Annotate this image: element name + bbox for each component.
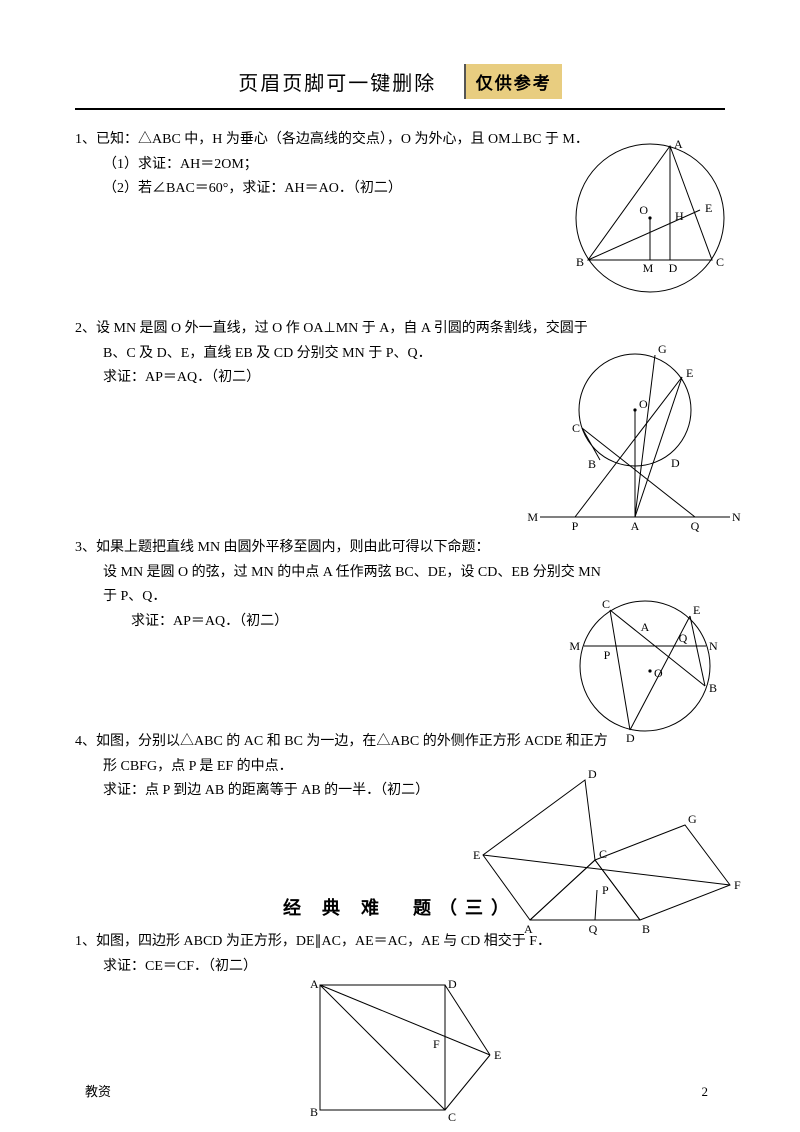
svg-text:C: C [599, 847, 607, 861]
p4-l1: 如图，分别以△ABC 的 AC 和 BC 为一边，在△ABC 的外侧作正方形 A… [96, 734, 608, 749]
header-badge: 仅供参考 [464, 64, 562, 99]
header-title: 页眉页脚可一键删除 [238, 67, 436, 96]
svg-text:N: N [732, 510, 741, 524]
svg-text:F: F [734, 878, 741, 892]
svg-text:E: E [686, 366, 693, 380]
footer-left: 教资 [85, 1081, 111, 1100]
p2-l1: 设 MN 是圆 O 外一直线，过 O 作 OA⊥MN 于 A，自 A 引圆的两条… [96, 321, 588, 336]
svg-text:P: P [602, 883, 609, 897]
figure-4: ABCQPDEGF [475, 770, 745, 940]
svg-text:P: P [572, 519, 579, 533]
p1-l1: 已知：△ABC 中，H 为垂心（各边高线的交点），O 为外心，且 OM⊥BC 于… [96, 132, 589, 147]
svg-text:P: P [604, 648, 611, 662]
svg-text:O: O [639, 397, 648, 411]
svg-text:N: N [709, 639, 718, 653]
svg-text:D: D [671, 456, 680, 470]
problem-3: 3、如果上题把直线 MN 由圆外平移至圆内，则由此可得以下命题： 设 MN 是圆… [75, 536, 725, 706]
svg-text:D: D [669, 261, 678, 275]
svg-text:B: B [310, 1105, 318, 1119]
svg-text:B: B [588, 457, 596, 471]
figure-1: A B C O M D H E [570, 138, 735, 298]
p3-num: 3、 [75, 540, 96, 555]
figure-2: MNAPQGECBDO [540, 342, 735, 532]
page: 页眉页脚可一键删除 仅供参考 1、已知：△ABC 中，H 为垂心（各边高线的交点… [0, 0, 800, 1132]
svg-text:E: E [494, 1048, 501, 1062]
figure-3: MNAPQCEBDO [555, 586, 735, 744]
svg-text:O: O [639, 203, 648, 217]
svg-text:O: O [654, 666, 663, 680]
svg-text:G: G [658, 342, 667, 356]
figure-5: A D B C E F [300, 975, 510, 1125]
problem-1: 1、已知：△ABC 中，H 为垂心（各边高线的交点），O 为外心，且 OM⊥BC… [75, 128, 725, 293]
svg-text:D: D [588, 767, 597, 781]
svg-text:C: C [572, 421, 580, 435]
svg-text:C: C [716, 255, 724, 269]
svg-text:E: E [705, 201, 712, 215]
svg-text:M: M [569, 639, 580, 653]
s3p1-l1: 如图，四边形 ABCD 为正方形，DE∥AC，AE＝AC，AE 与 CD 相交于… [96, 934, 551, 949]
svg-text:E: E [473, 848, 480, 862]
svg-text:C: C [602, 597, 610, 611]
svg-text:A: A [674, 137, 683, 151]
svg-text:Q: Q [691, 519, 700, 533]
svg-text:M: M [527, 510, 538, 524]
p3-l1: 如果上题把直线 MN 由圆外平移至圆内，则由此可得以下命题： [96, 540, 490, 555]
svg-text:A: A [641, 620, 650, 634]
svg-text:F: F [433, 1037, 440, 1051]
svg-text:G: G [688, 812, 697, 826]
header: 页眉页脚可一键删除 仅供参考 [75, 64, 725, 102]
svg-text:B: B [709, 681, 717, 695]
s3-problem-1: 1、如图，四边形 ABCD 为正方形，DE∥AC，AE＝AC，AE 与 CD 相… [75, 930, 725, 1080]
problem-2: 2、设 MN 是圆 O 外一直线，过 O 作 OA⊥MN 于 A，自 A 引圆的… [75, 317, 725, 512]
p4-num: 4、 [75, 734, 96, 749]
problem-4: 4、如图，分别以△ABC 的 AC 和 BC 为一边，在△ABC 的外侧作正方形… [75, 730, 725, 880]
svg-text:D: D [448, 977, 457, 991]
footer-right: 2 [702, 1084, 709, 1100]
svg-text:C: C [448, 1110, 456, 1124]
p3-l2: 设 MN 是圆 O 的弦，过 MN 的中点 A 任作两弦 BC、DE，设 CD、… [75, 561, 725, 586]
s3p1-num: 1、 [75, 934, 96, 949]
svg-text:A: A [310, 977, 319, 991]
svg-text:B: B [576, 255, 584, 269]
svg-text:H: H [675, 209, 684, 223]
p2-num: 2、 [75, 321, 96, 336]
svg-text:E: E [693, 603, 700, 617]
p1-num: 1、 [75, 132, 96, 147]
svg-text:Q: Q [679, 631, 688, 645]
header-rule [75, 108, 725, 110]
svg-text:M: M [643, 261, 654, 275]
svg-text:A: A [631, 519, 640, 533]
